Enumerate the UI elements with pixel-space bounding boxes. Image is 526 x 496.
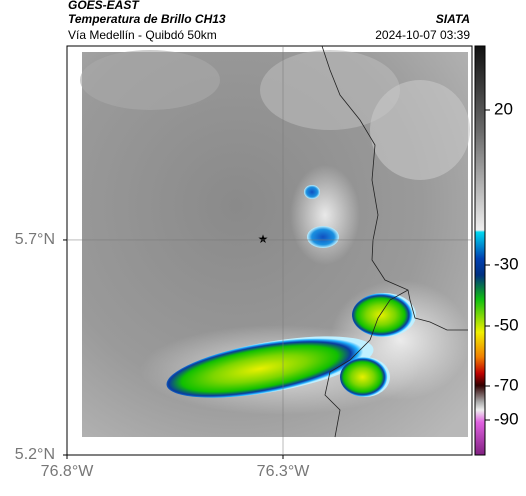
x-tick-label: 76.8°W <box>41 463 95 480</box>
timestamp: 2024-10-07 03:39 <box>375 28 470 42</box>
satellite-image <box>80 50 470 437</box>
source: SIATA <box>436 12 470 26</box>
colorbar-tick-label: -30 <box>494 254 519 273</box>
border <box>321 45 468 438</box>
subtitle: Temperatura de Brillo CH13 <box>68 12 226 26</box>
y-tick-label: 5.7°N <box>15 231 55 248</box>
x-tick-label: 76.3°W <box>257 463 311 480</box>
title: GOES-EAST <box>68 0 140 12</box>
station-marker: ★ <box>258 232 269 246</box>
colorbar-tick-label: 20 <box>494 99 513 118</box>
map-border <box>66 45 473 456</box>
location: Vía Medellín - Quibdó 50km <box>68 28 217 42</box>
colorbar-tick-label: -90 <box>494 409 519 428</box>
colorbar-tick-label: -70 <box>494 375 519 394</box>
y-tick-label: 5.2°N <box>15 446 55 463</box>
colorbar-tick-label: -50 <box>494 315 519 334</box>
colorbar <box>474 45 486 456</box>
